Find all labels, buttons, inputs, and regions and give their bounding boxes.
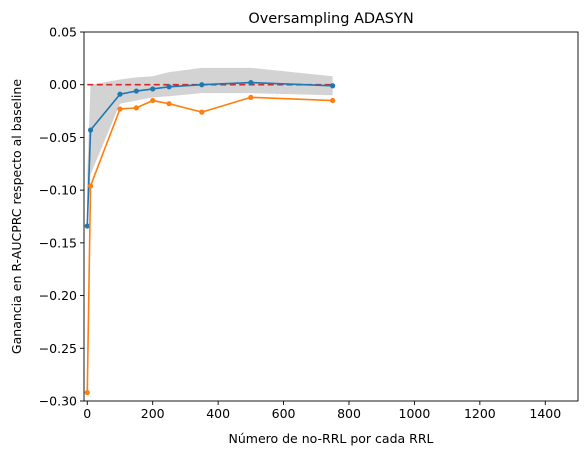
series-1-point <box>199 109 205 115</box>
confidence-band <box>87 67 333 228</box>
series-1-point <box>248 94 254 100</box>
y-tick-label: −0.25 <box>39 341 77 356</box>
x-tick-label: 1200 <box>464 406 496 421</box>
series-0-point <box>84 223 90 229</box>
series-0-point <box>330 83 336 89</box>
y-tick-label: 0.05 <box>49 25 77 40</box>
plot-area <box>84 67 336 396</box>
x-tick-label: 800 <box>337 406 361 421</box>
plot-content <box>84 67 336 396</box>
series-0-point <box>87 127 94 133</box>
series-1-line <box>86 96 333 393</box>
y-tick-label: −0.30 <box>39 394 77 409</box>
x-tick-label: 1400 <box>529 406 561 421</box>
series-0-line <box>86 81 333 227</box>
y-tick-label: −0.10 <box>39 183 77 198</box>
series-1-point <box>330 97 336 104</box>
series-1-point <box>133 105 139 111</box>
y-tick-label: −0.20 <box>39 288 77 303</box>
series-0-point <box>117 91 123 97</box>
series-1-point <box>150 97 156 104</box>
series-1-point <box>84 389 90 396</box>
y-tick-label: 0.00 <box>49 77 77 92</box>
axes-frame <box>83 31 579 402</box>
series-0-point <box>150 86 156 92</box>
series-0-point <box>166 84 172 90</box>
x-tick-label: 200 <box>141 406 165 421</box>
series-1-point <box>166 101 172 107</box>
x-tick-label: 1000 <box>399 406 431 421</box>
x-axis-label: Número de no-RRL por cada RRL <box>229 431 434 446</box>
series-1-point <box>117 106 123 112</box>
x-axis: 0 200 400 600 800 1000 1200 1400 <box>83 401 561 421</box>
x-tick-label: 400 <box>206 406 230 421</box>
y-tick-label: −0.05 <box>39 130 77 145</box>
series-0-point <box>248 80 254 86</box>
y-axis: −0.30 −0.25 −0.20 −0.15 −0.10 −0.05 0.00 0.05 <box>39 25 84 409</box>
y-tick-label: −0.15 <box>39 235 77 250</box>
x-tick-label: 600 <box>272 406 296 421</box>
series-1-point <box>87 183 94 189</box>
y-axis-label: Ganancia en R-AUCPRC respecto al baselin… <box>9 79 24 354</box>
chart-title: Oversampling ADASYN <box>248 11 413 27</box>
series-0-point <box>133 88 139 94</box>
series-0-point <box>199 82 205 88</box>
x-tick-label: 0 <box>83 406 91 421</box>
